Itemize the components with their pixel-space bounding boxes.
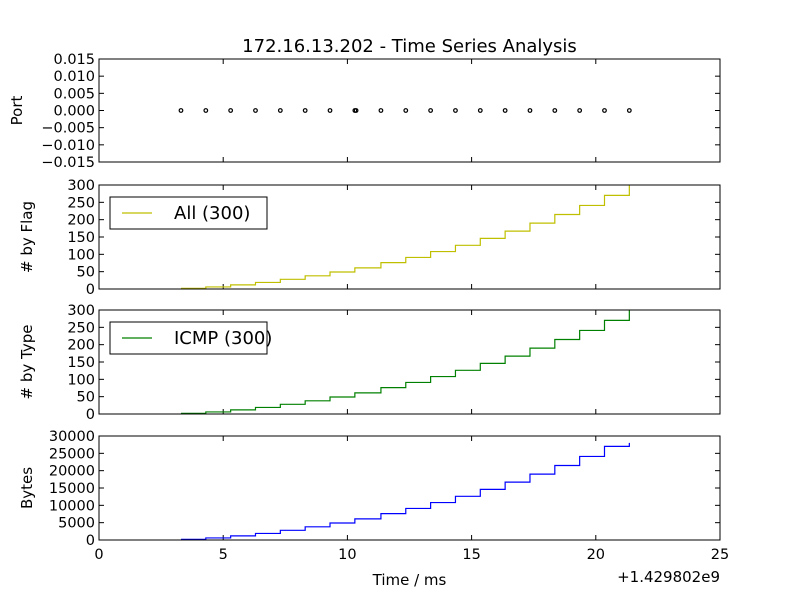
y-tick-label: 10000: [49, 498, 95, 514]
x-axis-label: Time / ms: [372, 571, 447, 589]
y-tick-label: 300: [67, 178, 95, 194]
data-point: [577, 108, 583, 113]
axes-frame: [98, 184, 721, 290]
y-tick-label: 5000: [58, 516, 95, 532]
data-point: [626, 108, 632, 113]
legend: All (300): [109, 196, 268, 230]
axes-frame: [98, 58, 721, 163]
data-point: [353, 108, 359, 113]
x-tick-label: 15: [462, 547, 480, 563]
y-tick-label: 0: [86, 533, 95, 549]
data-point: [327, 108, 333, 113]
x-tick-label: 5: [219, 547, 228, 563]
data-point: [552, 108, 558, 113]
legend: ICMP (300): [109, 321, 272, 355]
y-tick-label: 20000: [49, 464, 95, 480]
x-tick-label: 20: [587, 547, 605, 563]
y-tick-label: 25000: [49, 446, 95, 462]
y-tick-label: −0.005: [41, 121, 95, 137]
y-tick-label: 150: [67, 355, 95, 371]
y-axis-label: # by Type: [18, 325, 36, 400]
axes-frame: [98, 309, 721, 415]
y-tick-label: 0.000: [53, 104, 95, 120]
legend-label: ICMP (300): [174, 328, 272, 349]
y-tick-label: 0.005: [53, 86, 95, 102]
x-tick-label: 25: [711, 547, 729, 563]
y-tick-label: 50: [77, 390, 95, 406]
data-point: [502, 108, 508, 113]
y-tick-label: 100: [67, 247, 95, 263]
data-point: [428, 108, 434, 113]
y-tick-label: 250: [67, 195, 95, 211]
chart-title: 172.16.13.202 - Time Series Analysis: [242, 36, 577, 57]
y-tick-label: −0.015: [41, 155, 95, 171]
y-tick-label: 30000: [49, 429, 95, 445]
data-point: [203, 108, 209, 113]
y-tick-label: 50: [77, 265, 95, 281]
y-axis-label: # by Flag: [18, 201, 36, 273]
data-point: [302, 108, 308, 113]
y-tick-label: −0.010: [41, 138, 95, 154]
data-point: [253, 108, 258, 113]
data-point: [453, 108, 458, 113]
data-point: [228, 108, 234, 113]
data-point: [602, 108, 607, 113]
y-tick-label: 0: [86, 282, 95, 298]
y-tick-label: 300: [67, 303, 95, 319]
data-point: [527, 108, 533, 113]
y-tick-label: 15000: [49, 481, 95, 497]
y-axis-label: Bytes: [18, 467, 36, 509]
y-tick-label: 200: [67, 213, 95, 229]
y-tick-label: 150: [67, 230, 95, 246]
x-tick-label: 0: [94, 547, 103, 563]
y-tick-label: 100: [67, 372, 95, 388]
data-point: [178, 108, 184, 113]
data-point: [403, 108, 409, 113]
data-point: [277, 108, 283, 113]
x-tick-label: 10: [338, 547, 356, 563]
y-tick-label: 200: [67, 338, 95, 354]
legend-label: All (300): [174, 203, 250, 224]
data-point: [378, 108, 384, 113]
series-line: [180, 442, 630, 540]
y-tick-label: 0.015: [53, 52, 95, 68]
axes-frame: [98, 435, 721, 541]
y-tick-label: 0.010: [53, 69, 95, 85]
data-point: [477, 108, 483, 113]
y-axis-label: Port: [8, 96, 26, 126]
y-tick-label: 0: [86, 407, 95, 423]
y-tick-label: 250: [67, 320, 95, 336]
series-line: [180, 185, 630, 289]
x-offset-label: +1.429802e9: [617, 568, 720, 586]
series-line: [180, 310, 630, 414]
